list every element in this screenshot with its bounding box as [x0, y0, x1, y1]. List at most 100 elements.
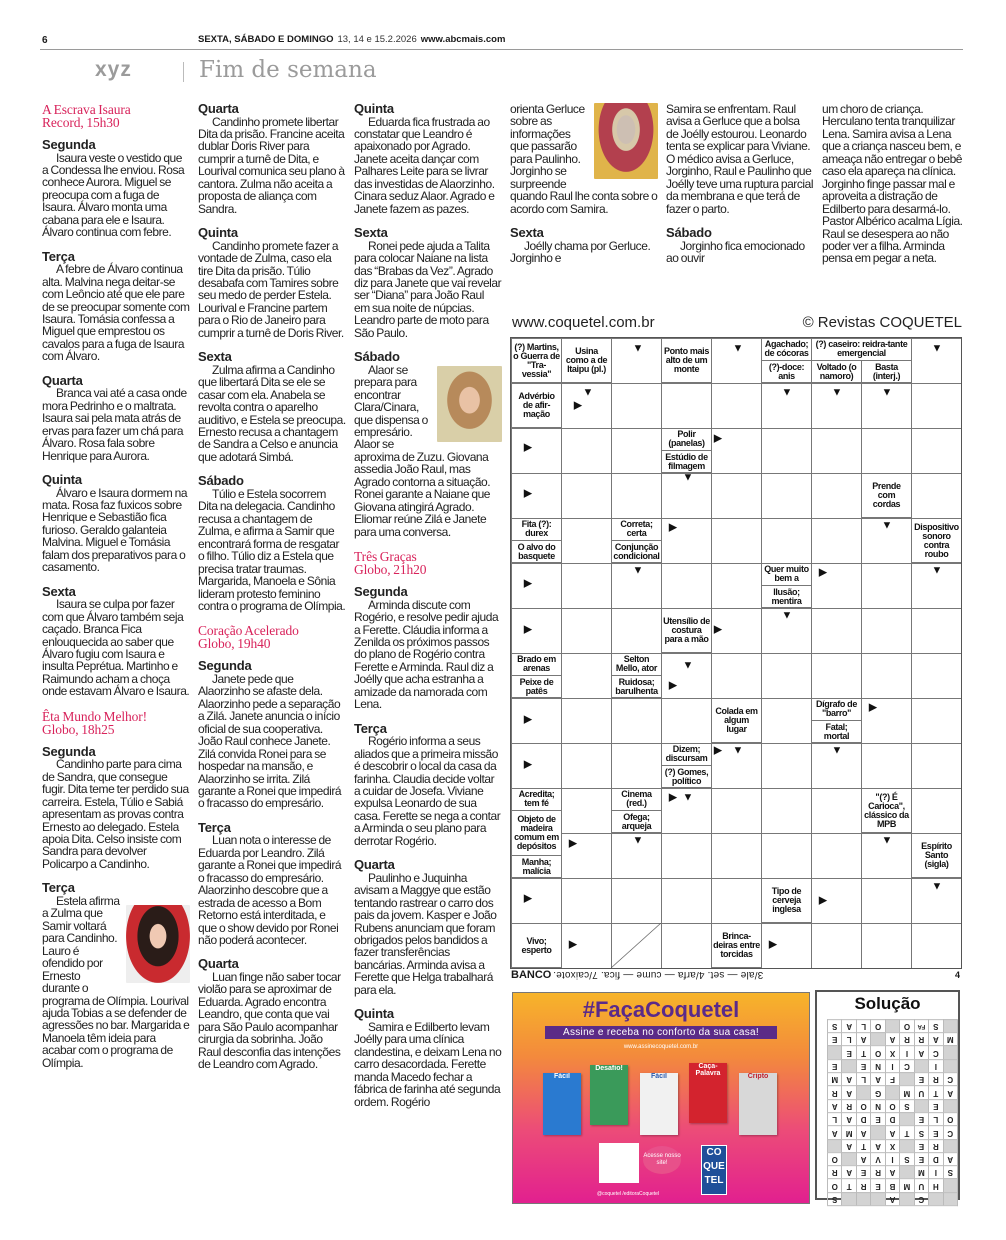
column-2: Quarta Candinho promete libertar Dita da …: [198, 102, 346, 1083]
solution-letter: A: [841, 1072, 856, 1086]
show-heading: Três Graças Globo, 21h20: [354, 550, 502, 577]
clue-cell: Utensílio de costura para a mão: [662, 609, 711, 653]
solution-letter: O: [942, 1112, 957, 1126]
clue-cell: (?) Martins, o Guerra de "Tra-vessia": [512, 339, 561, 383]
solution-letter: R: [928, 1138, 943, 1152]
solution-letter: A: [827, 1125, 842, 1139]
summary-text: Paulinho e Juquinha avisam a Maggye que …: [354, 870, 497, 997]
solution-letter: O: [855, 1098, 871, 1113]
summary-text: Rogério informa a seus aliados que a pri…: [354, 734, 501, 848]
arrow-down-icon: ▼: [682, 471, 694, 484]
arrow-down-icon: ▼: [881, 386, 893, 399]
summary-text: Samira e Edilberto levam Joélly para uma…: [354, 1019, 502, 1109]
solution-letter: L: [827, 1112, 842, 1126]
arrow-down-icon: ▼: [682, 791, 694, 804]
site-link[interactable]: www.abcmais.com: [420, 34, 506, 45]
solution-block: [942, 1019, 957, 1033]
solution-letter: S: [942, 1165, 957, 1179]
solution-block: [942, 1178, 957, 1192]
clue-cell: Basta (interj.): [862, 361, 911, 383]
ad-url[interactable]: www.assinecoquetel.com.br: [623, 1044, 699, 1050]
solution-letter: I: [928, 1165, 943, 1179]
show-channel-time: Globo, 18h25: [42, 721, 115, 737]
solution-letter: C: [928, 1045, 943, 1059]
solution-letter: V: [870, 1151, 885, 1166]
day-heading: Quarta: [42, 372, 83, 388]
arrow-down-icon: ▼: [682, 659, 694, 672]
arrow-right-icon: ▶: [523, 758, 533, 771]
solution-letter: A: [884, 1125, 900, 1139]
clue-cell: Conjunção condicional: [612, 541, 661, 563]
solution-block: [942, 1138, 957, 1152]
arrow-right-icon: ▶: [568, 837, 578, 850]
clue-cell: Dispositivo sonoro contra roubo: [912, 519, 961, 563]
summary-text: Ronei pede ajuda a Talita para colocar N…: [354, 238, 502, 340]
solution-letter: A: [855, 1151, 871, 1166]
solution-block: [913, 1058, 929, 1073]
clue-cell: Ofega; arqueja: [612, 811, 661, 833]
solution-letter: H: [928, 1178, 943, 1192]
solution-letter: A: [870, 1138, 885, 1152]
clue-cell: Polir (panelas): [662, 429, 711, 451]
summary-text: Luan finge não saber tocar violão para s…: [198, 969, 341, 1072]
clue-cell: Agachado; de cócoras: [762, 339, 811, 361]
magazine-cover: Desafio!: [590, 1065, 628, 1125]
ad-cta[interactable]: Acesse nosso site!: [643, 1146, 681, 1174]
arrow-right-icon: ▶: [523, 577, 533, 590]
solution-letter: S: [899, 1098, 914, 1113]
arrow-down-icon: ▼: [732, 342, 744, 355]
clue-cell: Ilusão; mentira: [762, 586, 811, 608]
episode-summary: Rogério informa a seus aliados que a pri…: [354, 735, 502, 847]
solution-letter: A: [841, 1138, 856, 1152]
solution-letter: S: [913, 1125, 929, 1139]
solution-title: Solução: [854, 994, 921, 1013]
solution-letter: E: [827, 1032, 842, 1046]
episode-summary: Samira se enfrentam. Raul avisa a Gerluc…: [666, 103, 814, 215]
episode-summary: Samira e Edilberto levam Joélly para uma…: [354, 1021, 502, 1108]
clue-cell: (?)-doce: anis: [762, 361, 811, 383]
solution-letter: R: [913, 1032, 929, 1046]
arrow-right-icon: ▶: [568, 938, 578, 951]
day-heading: Sábado: [198, 473, 244, 489]
solution-letter: R: [855, 1178, 871, 1192]
arrow-right-icon: ▶: [868, 701, 878, 714]
solution-letter: R: [841, 1098, 856, 1113]
day-heading: Terça: [354, 720, 387, 736]
episode-summary: Luan nota o interesse de Eduarda por Lea…: [198, 834, 346, 946]
day-heading: Segunda: [354, 584, 408, 600]
coquetel-ad[interactable]: #FaçaCoquetel Assine e receba no confort…: [512, 992, 810, 1204]
arrow-right-icon: ▶: [523, 623, 533, 636]
episode-summary: Estela afirma a Zulma que Samir voltará …: [42, 895, 190, 1069]
summary-text: Arminda discute com Rogério, e resolve p…: [354, 597, 499, 712]
arrow-down-icon: ▼: [831, 386, 843, 399]
ad-social: @coquetel /editoraCoquetel: [597, 1191, 660, 1197]
solution-letter: C: [899, 1058, 914, 1073]
solution-block: [870, 1125, 885, 1139]
solution-letter: I: [899, 1045, 914, 1059]
show-title: Êta Mundo Melhor!: [42, 708, 148, 724]
solution-letter: M: [942, 1032, 957, 1046]
section-title: Fim de semana: [199, 57, 377, 83]
solution-letter: E: [855, 1058, 871, 1073]
solution-letter: A: [884, 1191, 900, 1206]
arrow-right-icon: ▶: [668, 791, 678, 804]
solution-letter: E: [827, 1058, 842, 1073]
solution-letter: M: [913, 1165, 929, 1179]
clue-cell: Quer muito bem a: [762, 564, 811, 586]
clue-cell: (?) caseiro: reidra-tante emergencial: [812, 339, 911, 361]
solution-letter: E: [855, 1165, 871, 1179]
solution-letter: S: [827, 1191, 842, 1206]
clue-cell: Cinema (red.): [612, 789, 661, 811]
solution-letter: R: [827, 1165, 842, 1179]
arrow-right-icon: ▶: [523, 713, 533, 726]
episode-summary: Alaor se prepara para encontrar Clara/Ci…: [354, 364, 502, 538]
solution-letter: A: [884, 1165, 900, 1179]
episode-summary: Luan finge não saber tocar violão para s…: [198, 971, 346, 1071]
solution-letter: O: [827, 1178, 842, 1192]
solution-letter: E: [913, 1138, 929, 1152]
solution-block: [899, 1138, 914, 1152]
day-heading: Sexta: [198, 349, 232, 365]
qr-code[interactable]: [599, 1143, 639, 1183]
solution-letter: N: [870, 1058, 885, 1073]
summary-text: Alaor se prepara para encontrar Clara/Ci…: [354, 362, 491, 539]
